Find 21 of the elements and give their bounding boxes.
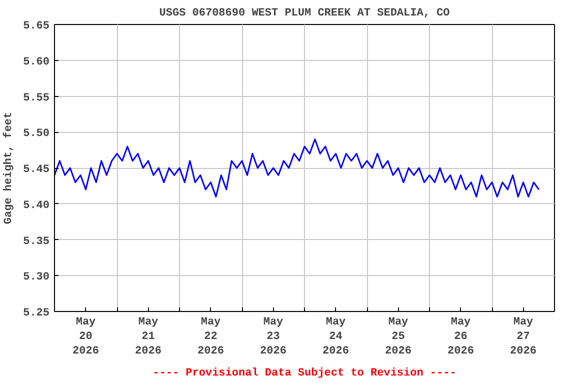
y-axis-title: Gage height, feet xyxy=(2,112,16,224)
x-tick-label: May 25 2026 xyxy=(385,316,412,358)
y-tick-label: 5.45 xyxy=(23,164,50,176)
line-series xyxy=(54,138,540,198)
x-tick-label: May 21 2026 xyxy=(135,316,162,358)
y-tick-label: 5.55 xyxy=(23,92,50,104)
y-tick-label: 5.30 xyxy=(23,272,50,284)
y-tick-label: 5.60 xyxy=(23,56,50,68)
y-tick-label: 5.65 xyxy=(23,20,50,32)
x-tick-label: May 20 2026 xyxy=(72,316,99,358)
x-tick-label: May 26 2026 xyxy=(448,316,474,358)
y-tick-label: 5.25 xyxy=(23,308,50,320)
y-tick-label: 5.40 xyxy=(23,200,50,212)
x-tick-label: May 22 2026 xyxy=(198,316,224,358)
x-tick-label: May 23 2026 xyxy=(260,316,286,358)
chart-title: USGS 06708690 WEST PLUM CREEK AT SEDALIA, CO xyxy=(159,8,450,20)
text: ---- Provisional Data Subject to Revision ---- xyxy=(152,368,456,380)
x-tick-label: May 27 2026 xyxy=(510,316,536,358)
x-tick-label: May 24 2026 xyxy=(322,316,349,358)
y-tick-label: 5.35 xyxy=(23,236,50,248)
y-tick-label: 5.50 xyxy=(23,128,50,140)
